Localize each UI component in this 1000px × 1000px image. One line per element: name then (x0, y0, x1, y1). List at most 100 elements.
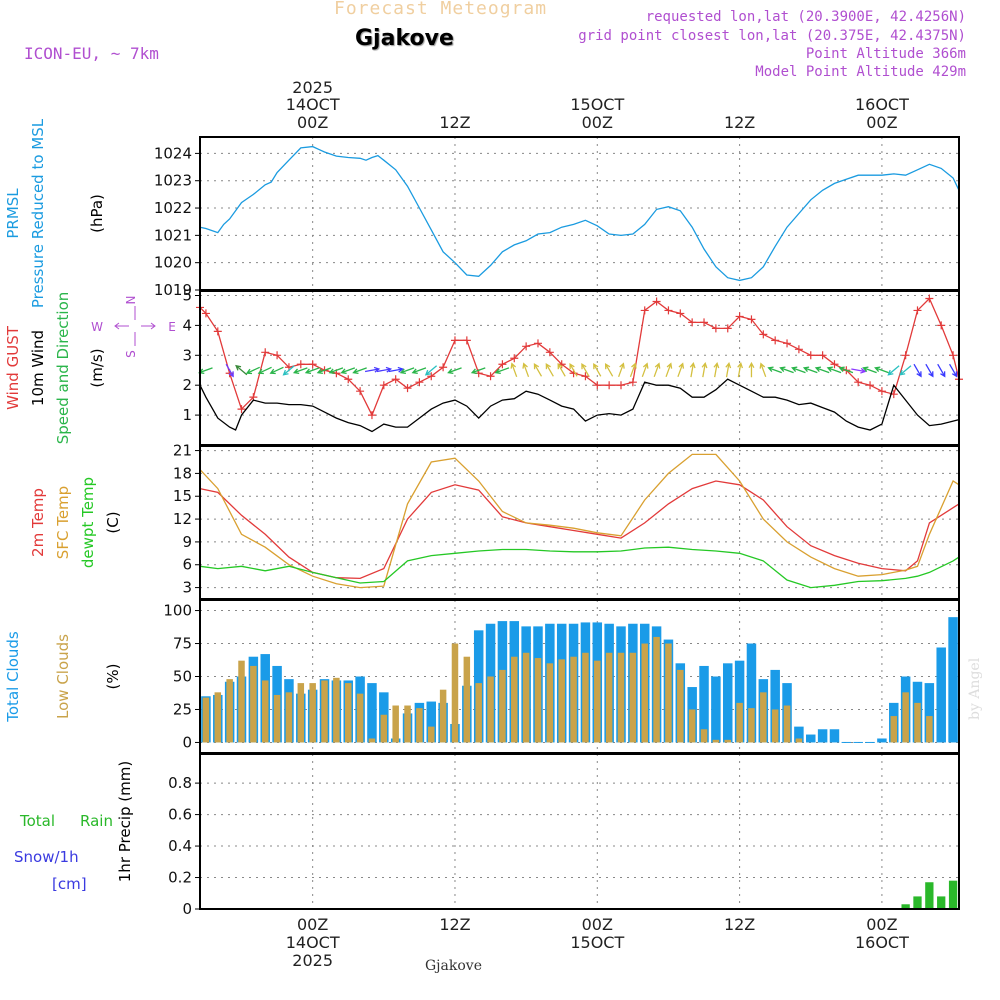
low-cloud-bar (321, 680, 328, 743)
wind-direction-arrow (557, 363, 566, 377)
gust-marker (379, 381, 388, 390)
wind-direction-arrow (533, 363, 543, 377)
low-cloud-bar (914, 702, 921, 743)
gust-marker (676, 309, 685, 318)
wind-direction-arrow (641, 362, 649, 378)
low-cloud-bar (475, 683, 482, 743)
gust-marker (273, 351, 282, 360)
y-tick-label: 50 (173, 668, 192, 686)
wind-direction-arrow (925, 363, 934, 378)
gust-marker (913, 306, 922, 315)
gust-marker (486, 372, 495, 381)
wind-direction-arrow (665, 362, 673, 378)
wind-direction-arrow (522, 362, 530, 378)
wind-direction-arrow (949, 363, 958, 378)
wind-direction-arrow (292, 367, 308, 375)
panel-frame-pressure (199, 136, 960, 291)
precip-bar (948, 880, 958, 909)
low-cloud-bar (558, 659, 565, 743)
top-time-tick-label: 00Z (866, 113, 897, 132)
total-cloud-bar (746, 643, 757, 743)
top-date-label: 15OCT (570, 95, 624, 114)
low-cloud-bar (214, 692, 222, 743)
wind-direction-arrow (874, 366, 889, 374)
gust-marker (356, 387, 365, 396)
compass-west: W (91, 320, 103, 334)
gust-marker (783, 339, 792, 348)
wind-direction-arrow (767, 366, 782, 374)
low-cloud-bar (261, 680, 269, 743)
compass-east: E (168, 320, 176, 334)
low-cloud-bar (736, 702, 743, 743)
total-cloud-bar (817, 729, 828, 743)
bottom-year-label: 2025 (292, 951, 333, 970)
gust-marker (439, 363, 448, 372)
low-cloud-bar (665, 643, 672, 743)
panel-label: Speed and Direction (54, 292, 72, 445)
gust-marker (510, 354, 519, 363)
low-cloud-bar (309, 683, 316, 743)
wind-direction-arrow (352, 367, 367, 375)
y-tick-label: 1022 (154, 199, 192, 217)
wind-direction-arrow (629, 362, 637, 378)
y-tick-label: 9 (182, 533, 192, 551)
panel-label: (%) (104, 664, 122, 690)
precip-bar (913, 896, 922, 909)
gust-marker (201, 309, 210, 318)
low-cloud-bar (582, 652, 589, 743)
bottom-date-label: 14OCT (286, 933, 340, 952)
wind-direction-arrow (364, 366, 381, 373)
total-cloud-bar (948, 617, 958, 743)
y-tick-label: 2 (182, 376, 192, 394)
total-cloud-bar (770, 669, 780, 743)
wind-direction-arrow (838, 366, 854, 374)
gust-marker (937, 321, 946, 330)
gust-marker (794, 345, 803, 354)
low-cloud-bar (439, 689, 447, 743)
y-tick-label: 4 (182, 316, 192, 334)
low-cloud-bar (783, 705, 791, 743)
total-cloud-bar (426, 701, 437, 743)
series-line-wind-gust (199, 297, 960, 417)
wind-direction-arrow (725, 362, 732, 378)
gust-marker (806, 351, 815, 360)
gust-marker (818, 351, 827, 360)
wind-direction-arrow (653, 362, 661, 378)
gust-marker (759, 330, 768, 339)
wind-direction-arrow (510, 362, 518, 378)
gust-marker (664, 306, 673, 315)
wind-direction-arrow (245, 366, 260, 375)
low-cloud-bar (463, 656, 471, 743)
precip-label-cm: [cm] (52, 875, 87, 893)
wind-direction-arrow (887, 365, 900, 376)
low-cloud-bar (487, 676, 494, 743)
wind-direction-arrow (257, 366, 272, 375)
wind-direction-arrow (328, 367, 344, 375)
gust-marker (367, 411, 376, 420)
panel-label: dewpt Temp (79, 477, 97, 568)
y-tick-label: 5 (182, 286, 192, 304)
wind-direction-arrow (814, 366, 830, 374)
wind-direction-arrow (913, 363, 922, 378)
y-tick-label: 0.6 (168, 806, 192, 824)
low-cloud-bar (795, 738, 803, 743)
bottom-time-tick-label: 12Z (724, 915, 755, 934)
low-cloud-bar (333, 677, 340, 743)
low-cloud-bar (688, 709, 696, 743)
y-tick-label: 0.4 (168, 837, 192, 855)
gust-marker (723, 324, 732, 333)
bottom-time-tick-label: 00Z (582, 915, 613, 934)
low-cloud-bar (285, 692, 293, 743)
total-cloud-bar (936, 647, 946, 743)
model-label: ICON-EU, ~ 7km (24, 44, 159, 63)
top-date-label: 14OCT (286, 95, 340, 114)
y-tick-label: 75 (173, 635, 192, 653)
wind-direction-arrow (304, 367, 320, 375)
low-cloud-bar (499, 669, 506, 743)
total-cloud-bar (794, 726, 804, 743)
wind-direction-arrow (494, 367, 510, 375)
wind-direction-arrow (737, 362, 744, 378)
y-tick-label: 15 (173, 487, 192, 505)
gust-marker (854, 378, 863, 387)
panel-frame-precip (199, 753, 960, 910)
